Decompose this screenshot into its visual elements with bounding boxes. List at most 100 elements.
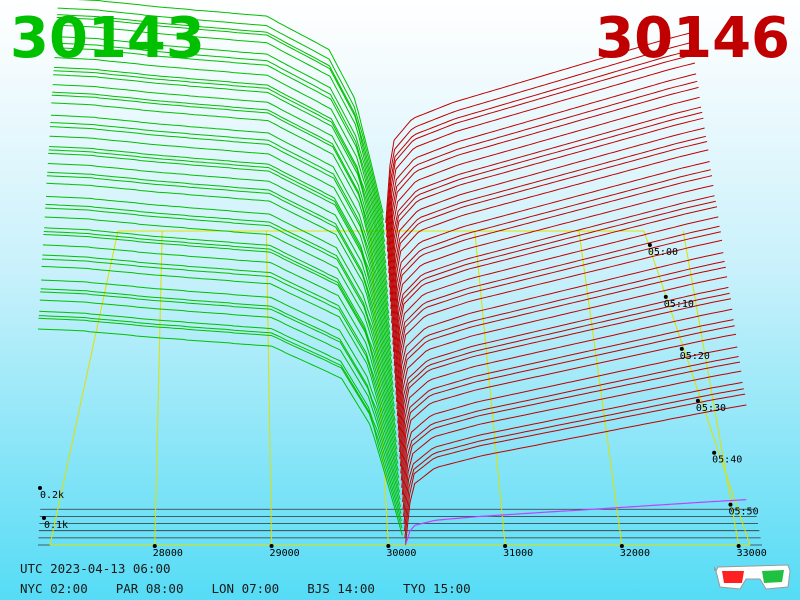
depth-tick-marker: [42, 516, 46, 520]
ask-depth-line: [403, 370, 742, 517]
bid-depth-line: [52, 91, 389, 307]
ask-depth-line: [398, 286, 729, 445]
bid-depth-line: [45, 195, 395, 407]
bid-depth-line: [43, 234, 398, 450]
grid-line-price: [578, 230, 623, 546]
bid-depth-line: [49, 135, 392, 350]
bid-depth-line: [46, 182, 395, 400]
ask-depth-line: [395, 225, 720, 395]
ask-depth-line: [388, 96, 700, 281]
timezone-row: NYC 02:00 PAR 08:00 LON 07:00 BJS 14:00 …: [20, 581, 471, 596]
x-tick-label: 31000: [503, 548, 533, 559]
time-tick-label: 05:40: [712, 455, 742, 466]
ask-depth-line: [390, 127, 705, 309]
ask-depth-line: [396, 252, 724, 417]
ask-depth-line: [392, 175, 713, 352]
bid-depth-line: [47, 163, 394, 378]
ask-depth-line: [401, 333, 737, 488]
time-tick-marker: [712, 450, 717, 455]
bid-depth-line: [55, 42, 386, 257]
grid-line-left: [49, 230, 119, 546]
ask-depth-line: [392, 161, 710, 338]
x-tick-marker: [503, 544, 508, 548]
bid-depth-line: [44, 227, 397, 436]
bid-depth-line: [39, 310, 402, 515]
bid-depth-line: [37, 328, 403, 536]
bid-depth-line: [41, 265, 400, 479]
ask-depth-line: [404, 393, 746, 538]
ask-depth-line: [390, 135, 707, 317]
bid-depth-line: [38, 315, 402, 522]
bid-depth-line: [42, 244, 398, 457]
bid-depth-line: [42, 254, 399, 464]
ask-depth-line: [403, 381, 743, 524]
bid-depth-line: [38, 317, 403, 529]
time-tick-marker: [663, 294, 668, 299]
utc-time: UTC 2023-04-13 06:00: [20, 561, 171, 576]
ask-depth-line: [388, 86, 699, 274]
bid-depth-line: [44, 216, 397, 428]
timezone-nyc: NYC 02:00: [20, 581, 88, 596]
depth-axis-ticks: 0.1k 0.2k: [38, 486, 68, 531]
ask-depth-line: [393, 184, 714, 360]
ask-depth-line: [385, 42, 692, 231]
bid-depth-line: [56, 24, 386, 242]
ask-depth-line: [402, 356, 739, 503]
ask-depth-line: [397, 266, 726, 431]
ask-depth-line: [389, 106, 702, 288]
ask-depth-line: [385, 32, 691, 224]
ask-depth-line: [396, 239, 723, 410]
bid-depth-line: [53, 70, 388, 285]
grid-line-right: [643, 230, 751, 546]
x-tick-label: 33000: [737, 548, 767, 559]
time-tick-label: 05:10: [664, 299, 694, 310]
bid-depth-line: [45, 203, 396, 414]
bid-depth-line: [50, 114, 391, 328]
bid-depth-line: [47, 171, 394, 385]
ask-depth-line: [399, 292, 730, 453]
depth-tick-marker: [38, 486, 42, 490]
time-tick-label: 05:00: [648, 247, 678, 258]
ask-depth-line: [399, 298, 731, 460]
bid-depth-line: [48, 149, 393, 364]
ask-depth-line: [393, 195, 715, 367]
bid-depth-line: [53, 66, 388, 278]
x-tick-marker: [152, 544, 157, 548]
bid-depth-line: [41, 258, 399, 471]
timezone-par: PAR 08:00: [115, 581, 184, 596]
ask-depth-line: [394, 206, 718, 381]
x-tick-label: 29000: [270, 548, 300, 559]
time-tick-label: 05:50: [728, 507, 758, 518]
latest-ask-depth-line: [404, 499, 747, 546]
x-axis-ticks: 28000 29000 30000 31000 32000 33000: [152, 544, 767, 559]
timezone-tyo: TYO 15:00: [402, 581, 471, 596]
ask-depth-line: [401, 346, 738, 495]
bid-depth-line: [46, 175, 394, 393]
x-tick-marker: [619, 544, 624, 548]
timezone-bjs: BJS 14:00: [307, 581, 375, 596]
bid-depth-line: [40, 288, 401, 493]
ask-depth-line: [386, 62, 696, 252]
ask-depth-line: [391, 141, 708, 324]
ask-depth-line: [397, 260, 725, 424]
time-axis-ticks: 05:00 05:10 05:20 05:30 05:40 05:50: [647, 242, 759, 518]
time-tick-marker: [728, 502, 733, 507]
ask-depth-line: [389, 117, 704, 302]
3d-glasses-icon[interactable]: [714, 561, 792, 593]
ask-depth-line: [400, 319, 734, 474]
bid-depth-line: [50, 122, 391, 335]
ask-depth-line: [400, 325, 735, 481]
bid-depth-line: [48, 152, 393, 371]
bid-depth-line: [57, 14, 385, 228]
bid-depth-line: [39, 299, 401, 507]
x-tick-marker: [386, 544, 391, 548]
bid-price: 30143: [10, 6, 205, 71]
ask-depth-line: [398, 276, 728, 438]
bid-depth-line: [52, 84, 389, 299]
bid-depth-series: [37, 0, 403, 536]
bid-depth-line: [51, 102, 390, 321]
bid-depth-line: [43, 231, 397, 443]
timezone-lon: LON 07:00: [211, 581, 280, 596]
x-tick-marker: [269, 544, 274, 548]
